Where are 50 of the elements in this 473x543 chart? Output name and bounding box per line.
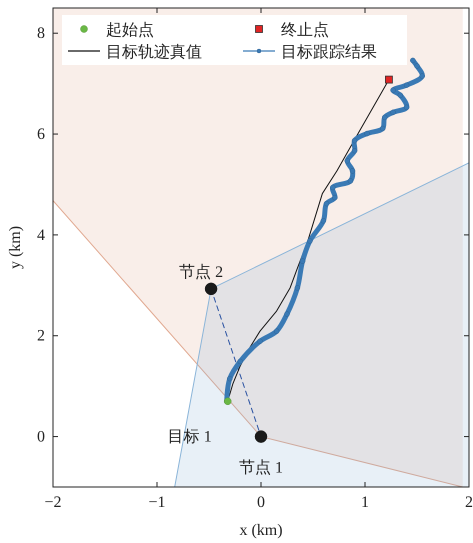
point bbox=[398, 92, 404, 98]
point bbox=[404, 82, 410, 88]
point bbox=[404, 104, 410, 110]
point bbox=[227, 376, 233, 382]
point bbox=[204, 282, 218, 296]
point bbox=[419, 73, 425, 79]
point bbox=[324, 200, 330, 206]
legend-label: 目标轨迹真值 bbox=[106, 43, 202, 61]
point bbox=[390, 110, 396, 116]
x-tick-label: 0 bbox=[257, 494, 265, 511]
annotation: 节点 1 bbox=[239, 458, 283, 477]
point bbox=[414, 63, 420, 69]
x-tick-label: −1 bbox=[148, 494, 166, 511]
point bbox=[352, 148, 358, 154]
point bbox=[410, 58, 416, 64]
y-axis-title: y (km) bbox=[7, 226, 24, 270]
y-tick-label: 2 bbox=[37, 328, 45, 345]
point bbox=[254, 430, 268, 443]
legend-label: 目标跟踪结果 bbox=[281, 43, 377, 61]
point bbox=[330, 184, 336, 190]
point bbox=[352, 138, 358, 144]
point bbox=[382, 114, 388, 120]
point bbox=[390, 87, 396, 93]
annotation: 目标 1 bbox=[168, 428, 212, 446]
point bbox=[294, 285, 300, 291]
point bbox=[364, 130, 370, 136]
point bbox=[237, 358, 243, 364]
annotation: 节点 2 bbox=[179, 262, 224, 281]
x-tick-label: −2 bbox=[44, 494, 62, 511]
y-tick-label: 8 bbox=[37, 25, 45, 42]
legend-label: 终止点 bbox=[281, 21, 329, 39]
point bbox=[385, 76, 393, 84]
point bbox=[257, 338, 263, 344]
point bbox=[284, 311, 290, 317]
point bbox=[300, 258, 306, 264]
point bbox=[307, 238, 313, 244]
x-tick-label: 2 bbox=[465, 494, 473, 511]
legend-label: 起始点 bbox=[106, 21, 154, 39]
point bbox=[380, 126, 386, 132]
point bbox=[332, 194, 338, 200]
point bbox=[344, 158, 350, 164]
point bbox=[348, 178, 354, 184]
point bbox=[274, 328, 280, 334]
point bbox=[320, 218, 326, 224]
y-tick-label: 6 bbox=[37, 126, 45, 144]
x-tick-label: 1 bbox=[361, 494, 369, 511]
y-tick-label: 4 bbox=[37, 226, 45, 244]
y-tick-label: 0 bbox=[37, 428, 45, 446]
point bbox=[350, 168, 356, 174]
x-axis-title: x (km) bbox=[239, 522, 283, 539]
